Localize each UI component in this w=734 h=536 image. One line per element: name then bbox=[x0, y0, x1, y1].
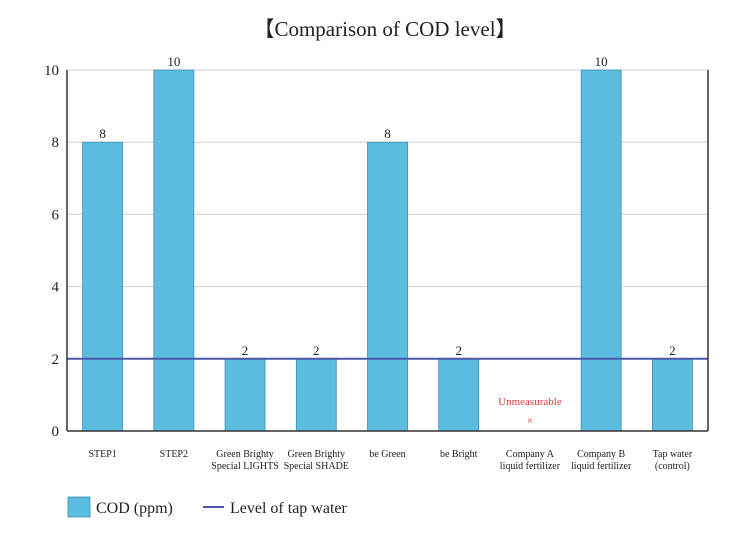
y-tick-label: 6 bbox=[52, 207, 60, 223]
bar bbox=[224, 358, 266, 432]
data-label: 8 bbox=[384, 126, 391, 141]
bars bbox=[82, 69, 693, 432]
x-tick-label: (control) bbox=[655, 461, 690, 472]
legend-label-tap-water: Level of tap water bbox=[230, 500, 348, 517]
x-tick-label: Tap water bbox=[653, 449, 693, 460]
data-label: 10 bbox=[595, 54, 608, 69]
data-label: 2 bbox=[242, 343, 249, 358]
chart-title: 【Comparison of COD level】 bbox=[253, 17, 516, 41]
y-tick-label: 4 bbox=[52, 280, 60, 296]
data-labels: 8 10 2 2 8 2 10 2 Unmeasurable × bbox=[99, 54, 675, 427]
bar bbox=[82, 141, 124, 432]
x-tick-label: liquid fertilizer bbox=[500, 461, 561, 472]
x-tick-label: Green Brighty bbox=[288, 449, 346, 460]
bar bbox=[295, 358, 337, 432]
bar bbox=[438, 358, 480, 432]
x-tick-label: Special SHADE bbox=[284, 461, 349, 472]
bar bbox=[367, 141, 408, 432]
legend-label-cod: COD (ppm) bbox=[96, 500, 173, 517]
x-tick-label: STEP2 bbox=[160, 449, 188, 460]
legend-swatch-cod bbox=[67, 496, 91, 518]
data-label: 8 bbox=[99, 126, 106, 141]
y-tick-label: 10 bbox=[44, 63, 59, 79]
unmeasurable-label: Unmeasurable bbox=[498, 396, 562, 408]
x-tick-label: Company B bbox=[577, 449, 625, 460]
x-tick-label: Green Brighty bbox=[216, 449, 274, 460]
bar bbox=[153, 69, 195, 432]
y-tick-label: 2 bbox=[52, 352, 60, 368]
x-tick-label: Company A bbox=[506, 449, 555, 460]
y-tick-label: 8 bbox=[52, 135, 60, 151]
legend: COD (ppm) Level of tap water bbox=[67, 496, 348, 518]
bar bbox=[580, 69, 622, 432]
data-label: 2 bbox=[669, 343, 676, 358]
x-tick-label: liquid fertilizer bbox=[571, 461, 632, 472]
data-label: 2 bbox=[313, 343, 320, 358]
y-tick-label: 0 bbox=[52, 424, 60, 440]
x-tick-label: Special LIGHTS bbox=[211, 461, 279, 472]
x-tick-label: be Bright bbox=[440, 449, 478, 460]
data-label: 2 bbox=[455, 343, 462, 358]
unmeasurable-marker: × bbox=[527, 415, 533, 427]
x-tick-label: STEP1 bbox=[88, 449, 116, 460]
bar bbox=[651, 358, 693, 432]
x-tick-label: be Green bbox=[369, 449, 405, 460]
data-label: 10 bbox=[167, 54, 180, 69]
